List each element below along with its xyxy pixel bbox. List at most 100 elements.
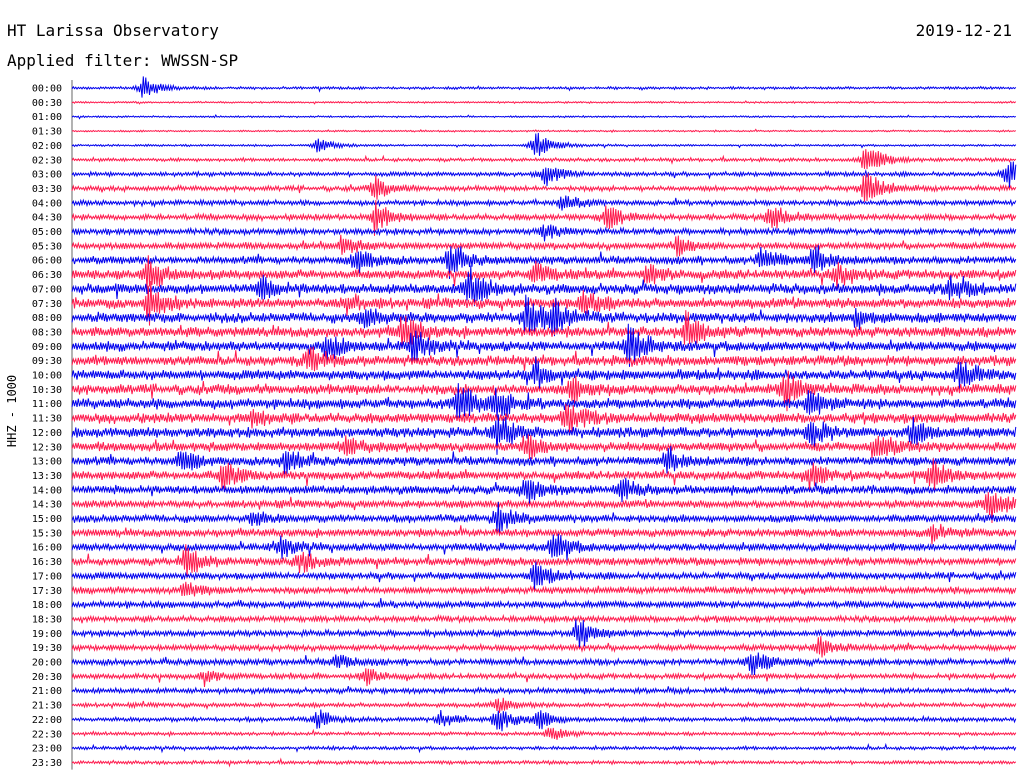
row-time-label: 19:30 (32, 643, 62, 654)
row-time-label: 00:30 (32, 98, 62, 109)
row-time-label: 11:00 (32, 399, 62, 410)
trace-row-1400 (71, 477, 1017, 504)
trace-row-1200 (71, 414, 1017, 455)
trace-row-0030 (71, 100, 1017, 105)
trace-row-0000 (71, 76, 1017, 98)
trace-row-0600 (71, 245, 1017, 280)
trace-row-1730 (71, 581, 1017, 597)
row-time-label: 05:00 (32, 227, 62, 238)
row-time-label: 16:00 (32, 543, 62, 554)
row-time-label: 14:30 (32, 500, 62, 511)
row-time-label: 13:00 (32, 457, 62, 468)
trace-row-1630 (71, 544, 1017, 579)
trace-row-2200 (71, 709, 1017, 732)
filter-label: Applied filter: WWSSN-SP (7, 51, 239, 70)
row-time-label: 10:30 (32, 385, 62, 396)
trace-row-1830 (71, 613, 1017, 625)
trace-row-1330 (71, 458, 1017, 493)
row-time-label: 06:30 (32, 270, 62, 281)
trace-row-2330 (71, 757, 1017, 768)
row-time-label: 08:30 (32, 327, 62, 338)
trace-row-0800 (71, 294, 1017, 337)
station-title: HT Larissa Observatory (7, 21, 219, 40)
trace-row-1130 (71, 403, 1017, 435)
row-time-label: 04:00 (32, 198, 62, 209)
row-time-label: 20:00 (32, 658, 62, 669)
trace-row-1430 (71, 492, 1017, 524)
row-time-label: 08:00 (32, 313, 62, 324)
row-time-label: 03:30 (32, 184, 62, 195)
row-time-label: 21:30 (32, 701, 62, 712)
trace-row-0130 (71, 128, 1017, 134)
trace-row-0730 (71, 280, 1017, 326)
trace-row-0930 (71, 346, 1017, 372)
trace-row-1100 (71, 383, 1017, 419)
trace-row-1230 (71, 434, 1017, 460)
trace-row-1600 (71, 533, 1017, 561)
trace-row-0400 (71, 195, 1017, 211)
row-time-label: 13:30 (32, 471, 62, 482)
row-time-label: 17:00 (32, 571, 62, 582)
trace-row-0630 (71, 255, 1017, 291)
row-time-label: 12:00 (32, 428, 62, 439)
trace-row-1700 (71, 561, 1017, 590)
row-time-label: 22:00 (32, 715, 62, 726)
row-time-label: 12:30 (32, 442, 62, 453)
trace-row-1000 (71, 356, 1017, 391)
row-time-label: 17:30 (32, 586, 62, 597)
trace-row-1800 (71, 598, 1017, 610)
trace-row-1500 (71, 501, 1017, 536)
trace-row-0700 (71, 265, 1017, 307)
trace-row-2000 (71, 652, 1017, 676)
row-time-label: 01:00 (32, 112, 62, 123)
row-time-label: 04:30 (32, 213, 62, 224)
trace-row-0330 (71, 173, 1017, 202)
row-time-label: 16:30 (32, 557, 62, 568)
row-time-label: 15:00 (32, 514, 62, 525)
trace-row-1530 (71, 523, 1017, 545)
trace-row-2230 (71, 727, 1017, 740)
trace-row-2030 (71, 668, 1017, 687)
row-time-label: 10:00 (32, 371, 62, 382)
row-time-label: 21:00 (32, 686, 62, 697)
row-time-label: 20:30 (32, 672, 62, 683)
row-time-label: 14:00 (32, 485, 62, 496)
row-time-label: 02:30 (32, 155, 62, 166)
row-time-label: 18:00 (32, 600, 62, 611)
trace-row-1930 (71, 636, 1017, 658)
row-time-label: 11:30 (32, 414, 62, 425)
trace-row-1900 (71, 619, 1017, 650)
trace-row-0830 (71, 310, 1017, 350)
trace-row-0530 (71, 234, 1017, 257)
trace-row-1300 (71, 445, 1017, 475)
trace-row-0200 (71, 132, 1017, 156)
row-time-label: 19:00 (32, 629, 62, 640)
row-time-label: 23:00 (32, 744, 62, 755)
row-time-label: 09:00 (32, 342, 62, 353)
row-time-label: 07:00 (32, 284, 62, 295)
trace-row-0230 (71, 149, 1017, 170)
row-time-label: 03:00 (32, 170, 62, 181)
trace-row-2100 (71, 685, 1017, 696)
trace-row-2130 (71, 697, 1017, 713)
row-time-label: 07:30 (32, 299, 62, 310)
trace-row-0300 (71, 161, 1017, 188)
record-date: 2019-12-21 (915, 21, 1012, 40)
row-time-label: 15:30 (32, 528, 62, 539)
trace-row-0100 (71, 113, 1017, 120)
row-time-label: 18:30 (32, 614, 62, 625)
row-time-label: 05:30 (32, 241, 62, 252)
row-time-label: 09:30 (32, 356, 62, 367)
row-time-label: 02:00 (32, 141, 62, 152)
row-time-label: 06:00 (32, 256, 62, 267)
trace-row-1030 (71, 370, 1017, 412)
row-time-label: 23:30 (32, 758, 62, 769)
trace-row-2300 (71, 742, 1017, 754)
row-time-label: 22:30 (32, 729, 62, 740)
row-time-label: 00:00 (32, 84, 62, 95)
trace-row-0500 (71, 224, 1017, 242)
trace-row-0430 (71, 200, 1017, 236)
trace-row-0900 (71, 323, 1017, 367)
row-time-label: 01:30 (32, 127, 62, 138)
